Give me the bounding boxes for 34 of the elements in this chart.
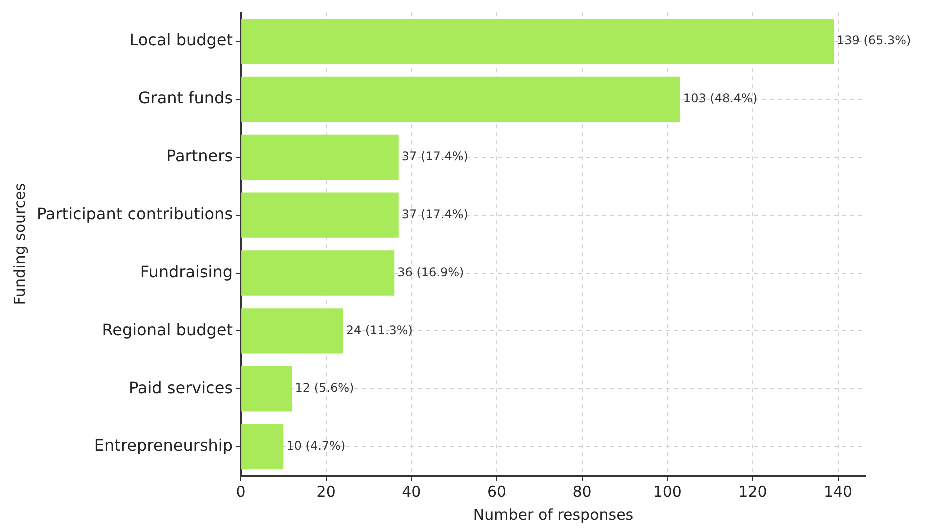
data-label: 10 (4.7%) [286,439,346,454]
bar [242,192,399,238]
x-tick-label: 0 [236,482,246,501]
bar [242,424,284,470]
bar [242,308,344,354]
data-label: 36 (16.9%) [398,265,464,280]
y-tick-label: Regional budget [102,320,234,340]
y-tick-label: Participant contributions [36,204,234,224]
x-tick-label: 100 [653,482,682,501]
x-tick-label: 40 [402,482,422,501]
x-tick-label: 80 [572,482,592,501]
y-axis-title: Funding sources [10,183,29,306]
y-tick-label: Paid services [128,378,234,398]
bar [242,18,834,64]
data-label: 103 (48.4%) [683,92,758,106]
bar [242,76,680,122]
y-tick-label: Fundraising [140,262,234,282]
bar [242,366,292,412]
x-tick-label: 120 [738,482,768,501]
data-label: 24 (11.3%) [346,323,413,338]
bar [242,250,395,296]
data-label: 37 (17.4%) [402,207,468,222]
bar [242,134,399,180]
data-label: 37 (17.4%) [402,150,468,164]
x-axis-title: Number of responses [473,506,634,524]
y-tick-label: Local budget [130,30,234,50]
y-tick-label: Grant funds [138,88,234,108]
x-tick-label: 20 [316,482,336,501]
y-tick-label: Partners [166,146,234,166]
data-label: 139 (65.3%) [837,34,912,48]
y-tick-label: Entrepreneurship [94,436,234,456]
data-label: 12 (5.6%) [295,381,354,396]
x-tick-label: 60 [487,482,507,501]
x-tick-label: 140 [824,482,853,501]
